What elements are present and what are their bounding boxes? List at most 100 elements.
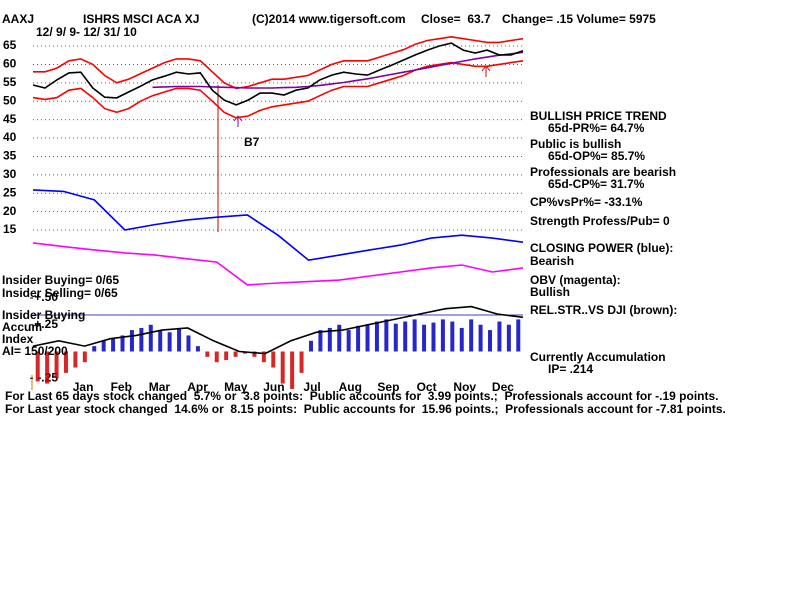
y-tick-label: 65 xyxy=(3,38,17,52)
y-tick-label: 30 xyxy=(3,167,17,181)
indicator-text: Currently Accumulation xyxy=(530,350,666,364)
accumulation-bar xyxy=(337,324,342,352)
y-tick-label: 20 xyxy=(3,204,17,218)
accumulation-bar xyxy=(431,322,436,352)
x-tick-label: Jan xyxy=(73,380,94,394)
accumulation-bar xyxy=(92,346,97,352)
series-line xyxy=(32,305,524,355)
insider-text: Index xyxy=(2,332,34,346)
x-tick-label: Dec xyxy=(492,380,514,394)
accumulation-bar xyxy=(327,327,332,352)
accumulation-bar xyxy=(177,327,182,352)
series-line xyxy=(32,60,524,119)
y-tick-label: 50 xyxy=(3,93,17,107)
date-range: 12/ 9/ 9- 12/ 31/ 10 xyxy=(36,25,137,39)
accumulation-bar xyxy=(459,327,464,352)
accumulation-bar xyxy=(374,321,379,352)
summary-line: For Last year stock changed 14.6% or 8.1… xyxy=(5,402,726,416)
y-tick-label: 45 xyxy=(3,112,17,126)
accumulation-bar xyxy=(412,319,417,352)
accumulation-bar xyxy=(318,330,323,352)
indicator-text: Professionals are bearish xyxy=(530,165,676,179)
indicator-text: Strength Profess/Pub= 0 xyxy=(530,214,670,228)
symbol: AAXJ xyxy=(2,12,34,26)
series-line xyxy=(32,242,524,286)
series-line xyxy=(32,189,524,262)
accumulation-bar xyxy=(63,351,68,373)
y-tick-label: 55 xyxy=(3,75,17,89)
accumulation-bar xyxy=(73,351,78,368)
accumulation-bar xyxy=(403,321,408,352)
indicator-text: CP%vsPr%= -33.1% xyxy=(530,195,643,209)
accumulation-bar xyxy=(516,319,521,352)
series-line xyxy=(32,42,524,106)
x-tick-label: Oct xyxy=(417,380,437,394)
accumulation-bar xyxy=(45,351,50,384)
signal-label: B7 xyxy=(244,135,260,149)
accumulation-bar xyxy=(54,351,59,379)
y-tick-label: 35 xyxy=(3,149,17,163)
y-tick-label: 60 xyxy=(3,57,17,71)
accumulation-bar xyxy=(120,335,125,352)
main-panel: 65 60 55 50 45 40 35 30 25 20 15 Jan Feb Mar Apr May Jun… xyxy=(3,35,524,394)
accumulation-bar xyxy=(252,351,257,357)
insider-text: Accum xyxy=(2,320,42,334)
x-tick-label: Jul xyxy=(303,380,320,394)
accumulation-bar xyxy=(299,351,304,373)
x-tick-label: Apr xyxy=(187,380,208,394)
accumulation-bar xyxy=(469,319,474,352)
accumulation-bar xyxy=(82,351,87,363)
indicator-text: 65d-PR%= 64.7% xyxy=(548,121,645,135)
accumulation-bar xyxy=(167,332,172,352)
indicator-text: BULLISH PRICE TREND xyxy=(530,109,667,123)
indicator-text: 65d-CP%= 31.7% xyxy=(548,177,645,191)
accumulation-bar xyxy=(506,324,511,352)
close: Close= 63.7 xyxy=(421,12,491,26)
accumulation-bar xyxy=(271,351,276,368)
accumulation-bar xyxy=(158,330,163,352)
accumulation-bar xyxy=(101,340,106,352)
indicator-text: OBV (magenta): xyxy=(530,273,621,287)
summary-line: For Last 65 days stock changed 5.7% or 3… xyxy=(5,389,719,403)
accumulation-bar xyxy=(111,338,116,352)
accumulation-bar xyxy=(205,351,210,357)
y-tick-label: 25 xyxy=(3,185,17,199)
accumulation-bar xyxy=(497,321,502,352)
accumulation-bar xyxy=(440,319,445,352)
indicator-text: Public is bullish xyxy=(530,137,621,151)
insider-text: Insider Buying= 0/65 xyxy=(2,273,119,287)
indicator-text: 65d-OP%= 85.7% xyxy=(548,149,645,163)
accumulation-bar xyxy=(214,351,219,363)
x-tick-label: Jun xyxy=(263,380,284,394)
indicator-text: CLOSING POWER (blue): xyxy=(530,241,673,255)
accumulation-bar xyxy=(129,330,134,352)
accumulation-bar xyxy=(478,324,483,352)
accumulation-bar xyxy=(422,324,427,352)
accumulation-bar xyxy=(393,323,398,352)
copyright: (C)2014 www.tigersoft.com xyxy=(252,12,406,26)
accumulation-bar xyxy=(139,327,144,352)
accumulation-bar xyxy=(488,330,493,352)
x-tick-label: Feb xyxy=(111,380,132,394)
indicator-text: REL.STR..VS DJI (brown): xyxy=(530,303,677,317)
change: Change= .15 Volume= 5975 xyxy=(502,12,656,26)
x-tick-label: Sep xyxy=(377,380,399,394)
accumulation-bar xyxy=(365,324,370,352)
y-tick-label: 15 xyxy=(3,222,17,236)
lower-panel: +.50+.25-.25 xyxy=(30,290,524,389)
indicator-text: Bullish xyxy=(530,285,570,299)
accumulation-bar xyxy=(346,330,351,352)
indicator-text: IP= .214 xyxy=(548,362,593,376)
accumulation-bar xyxy=(450,321,455,352)
x-tick-label: May xyxy=(224,380,248,394)
accumulation-bar xyxy=(384,319,389,352)
y-tick-label: +.50 xyxy=(34,290,58,304)
accumulation-bar xyxy=(280,351,285,384)
stock-name: ISHRS MSCI ACA XJ xyxy=(83,12,199,26)
insider-text: AI= 150/200 xyxy=(2,344,68,358)
accumulation-bar xyxy=(148,324,153,352)
accumulation-bar xyxy=(195,346,200,352)
accumulation-bar xyxy=(261,351,266,363)
